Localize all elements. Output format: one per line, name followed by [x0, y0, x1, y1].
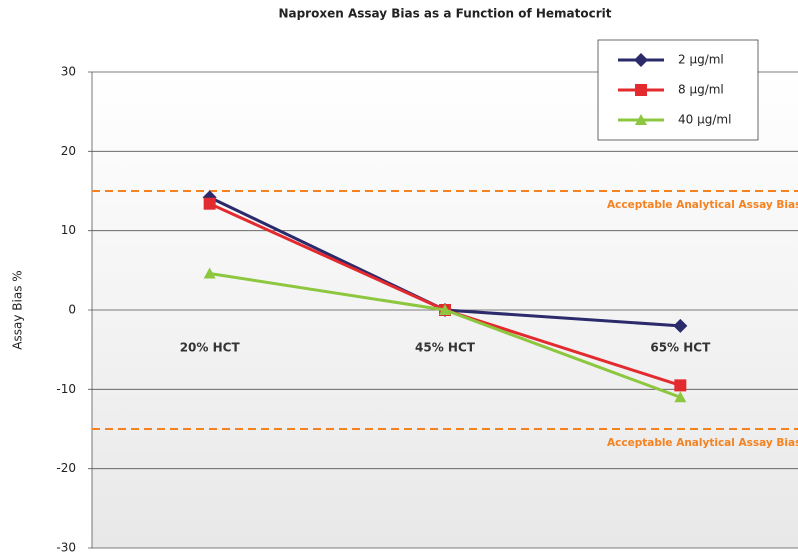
legend-label: 40 µg/ml — [678, 113, 731, 127]
legend-label: 2 µg/ml — [678, 53, 724, 67]
reference-label: Acceptable Analytical Assay Bias — [607, 199, 798, 211]
point — [439, 304, 451, 315]
legend-marker — [635, 114, 647, 125]
y-tick-label: -10 — [56, 382, 76, 396]
reference-label: Acceptable Analytical Assay Bias — [607, 437, 798, 449]
y-tick-label: 10 — [61, 223, 76, 237]
x-tick-label: 20% HCT — [180, 341, 241, 355]
point — [203, 197, 216, 210]
y-axis-label: Assay Bias % — [11, 270, 25, 349]
chart-title: Naproxen Assay Bias as a Function of Hem… — [278, 7, 611, 21]
legend-label: 8 µg/ml — [678, 83, 724, 97]
legend-marker — [635, 84, 647, 96]
point — [674, 391, 687, 403]
y-tick-label: -30 — [56, 541, 76, 554]
x-tick-label: 45% HCT — [415, 341, 476, 355]
point — [203, 267, 216, 279]
y-tick-label: 0 — [68, 303, 76, 317]
y-tick-label: -20 — [56, 461, 76, 475]
point — [674, 379, 687, 392]
y-tick-label: 20 — [61, 144, 76, 158]
legend-marker — [634, 53, 648, 67]
y-tick-label: 30 — [61, 65, 76, 79]
point — [673, 318, 688, 333]
x-tick-label: 65% HCT — [650, 341, 711, 355]
